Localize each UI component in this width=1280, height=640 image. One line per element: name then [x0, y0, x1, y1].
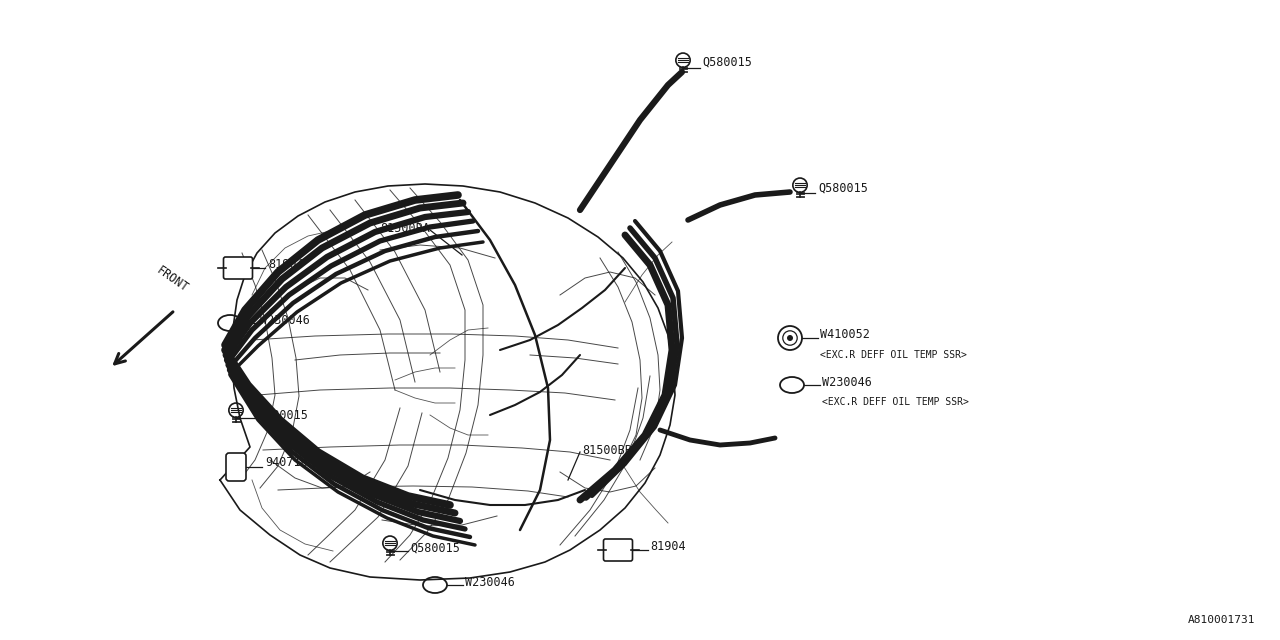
FancyBboxPatch shape	[227, 453, 246, 481]
Text: Q580015: Q580015	[818, 182, 868, 195]
Text: W230046: W230046	[822, 376, 872, 388]
Text: 94071U: 94071U	[265, 456, 307, 470]
Text: A810001731: A810001731	[1188, 615, 1254, 625]
Text: 81500BA: 81500BA	[380, 221, 430, 234]
Text: <EXC.R DEFF OIL TEMP SSR>: <EXC.R DEFF OIL TEMP SSR>	[820, 350, 966, 360]
Text: W230046: W230046	[260, 314, 310, 326]
Text: Q580015: Q580015	[410, 541, 460, 554]
Text: W410052: W410052	[820, 328, 870, 342]
Text: Q580015: Q580015	[259, 408, 308, 422]
Text: 81904: 81904	[268, 259, 303, 271]
Text: W230046: W230046	[465, 575, 515, 589]
Text: <EXC.R DEFF OIL TEMP SSR>: <EXC.R DEFF OIL TEMP SSR>	[822, 397, 969, 407]
Text: Q580015: Q580015	[701, 56, 751, 68]
Text: 81500BB: 81500BB	[582, 444, 632, 456]
Circle shape	[787, 335, 794, 341]
Text: FRONT: FRONT	[154, 264, 191, 295]
Text: 81904: 81904	[650, 541, 686, 554]
FancyBboxPatch shape	[603, 539, 632, 561]
FancyBboxPatch shape	[224, 257, 252, 279]
